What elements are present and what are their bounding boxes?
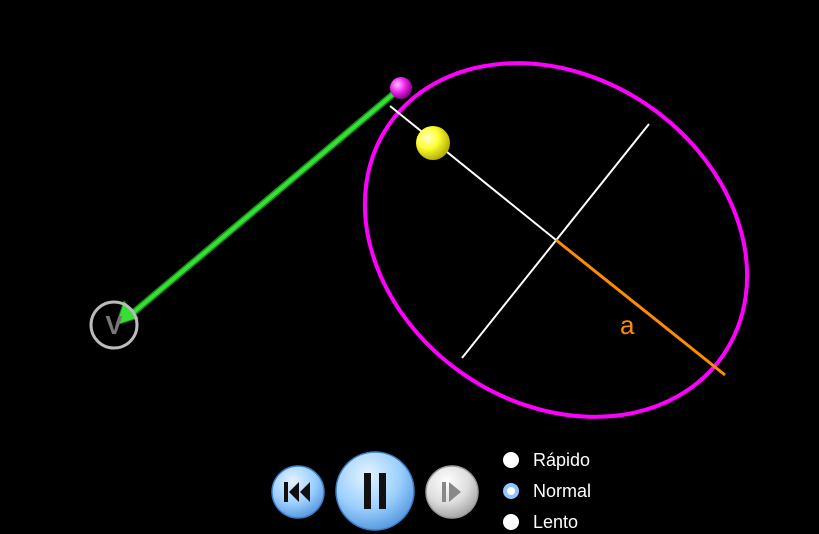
orbit-ellipse <box>362 61 750 419</box>
rewind-button[interactable] <box>271 465 325 519</box>
star <box>416 126 450 160</box>
speed-normal-label: Normal <box>533 480 592 501</box>
semi-major-axis <box>555 238 726 377</box>
speed-slow-radio[interactable] <box>503 514 519 530</box>
major-axis <box>389 105 557 241</box>
step-forward-button[interactable] <box>425 465 479 519</box>
speed-fast-radio[interactable] <box>503 452 519 468</box>
velocity-handle[interactable]: V <box>89 300 139 350</box>
velocity-handle-label: V <box>105 310 123 340</box>
speed-option-fast[interactable]: Rápido <box>503 448 590 472</box>
semi-major-label: a <box>620 310 635 340</box>
speed-option-normal[interactable]: Normal <box>503 479 591 503</box>
pause-button[interactable] <box>335 451 415 531</box>
speed-option-slow[interactable]: Lento <box>503 510 578 534</box>
planet[interactable] <box>390 77 412 99</box>
rewind-icon <box>271 465 325 519</box>
pause-icon <box>335 451 415 531</box>
speed-slow-label: Lento <box>533 511 579 532</box>
step-forward-icon <box>425 465 479 519</box>
speed-fast-label: Rápido <box>533 449 591 470</box>
speed-normal-radio[interactable] <box>503 483 519 499</box>
